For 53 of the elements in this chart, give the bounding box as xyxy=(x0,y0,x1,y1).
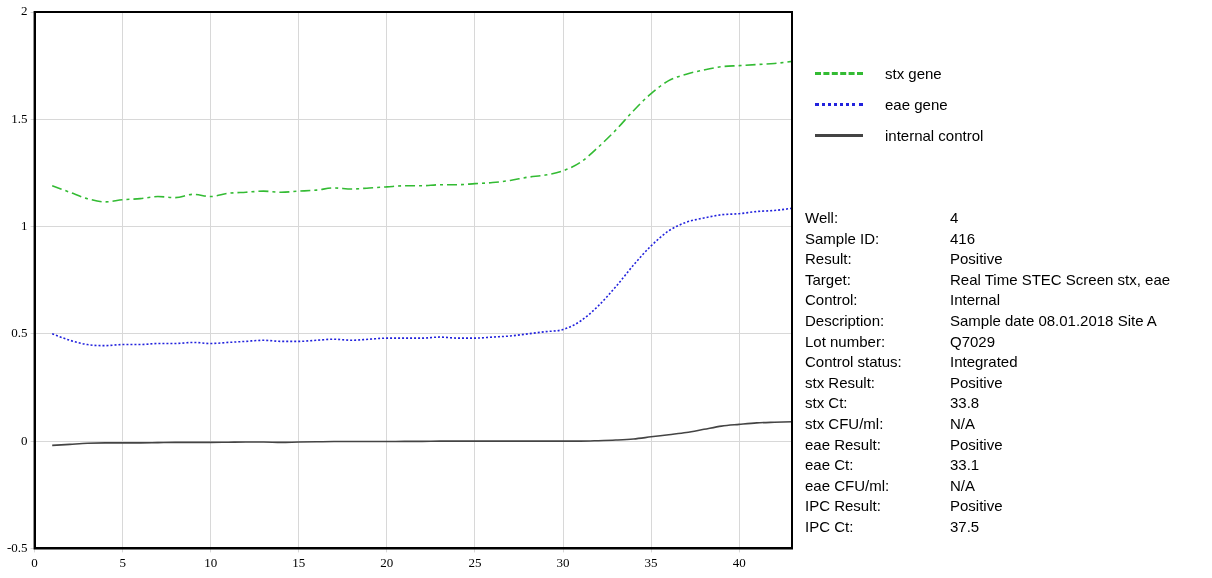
y-tick-label: 1.5 xyxy=(11,110,28,126)
text: Description: xyxy=(805,310,886,331)
x-tick-label: 40 xyxy=(732,554,746,570)
text: 4 xyxy=(950,208,960,228)
x-tick-label: 25 xyxy=(468,554,482,570)
text: IPC Result: xyxy=(805,496,882,517)
text: Integrated xyxy=(950,352,1019,373)
legend-label: internal control xyxy=(885,127,984,144)
line-series xyxy=(51,60,792,203)
text: stx Ct: xyxy=(805,393,849,414)
y-tick-label: 2 xyxy=(21,3,28,19)
text: Positive xyxy=(950,496,1004,517)
text: Real Time STEC Screen stx, eae xyxy=(950,269,1171,290)
text: Target: xyxy=(805,269,852,290)
line-series xyxy=(51,207,792,347)
x-tick-label: 15 xyxy=(292,554,306,570)
legend-label: eae gene xyxy=(885,96,948,113)
text: stx CFU/ml: xyxy=(805,413,885,434)
x-tick-label: 0 xyxy=(31,554,38,570)
text: N/A xyxy=(950,413,976,434)
x-tick-label: 30 xyxy=(556,554,570,570)
y-tick-label: -0.5 xyxy=(6,539,28,555)
text: IPC Ct: xyxy=(805,516,855,537)
text: Sample ID: xyxy=(805,228,881,249)
text: Well: xyxy=(805,208,840,228)
text: Positive xyxy=(950,434,1004,455)
text: 37.5 xyxy=(950,516,981,537)
text: Sample date 08.01.2018 Site A xyxy=(950,310,1158,331)
text: eae Ct: xyxy=(805,455,855,476)
text: N/A xyxy=(950,475,976,496)
text: 33.8 xyxy=(950,393,981,414)
text: Control status: xyxy=(805,352,903,373)
text: 33.1 xyxy=(950,455,981,476)
text: Internal xyxy=(950,290,1002,311)
text: eae Result: xyxy=(805,434,882,455)
y-tick-label: 1 xyxy=(21,217,28,233)
text: Result: xyxy=(805,249,853,270)
text: Positive xyxy=(950,249,1004,270)
x-tick-label: 35 xyxy=(644,554,658,570)
x-tick-label: 5 xyxy=(119,554,126,570)
text: Positive xyxy=(950,372,1004,393)
x-tick-label: 10 xyxy=(204,554,218,570)
y-tick-label: 0.5 xyxy=(11,325,28,341)
text: Control: xyxy=(805,290,859,311)
line-series xyxy=(51,421,792,447)
legend-label: stx gene xyxy=(885,65,942,82)
x-tick-label: 20 xyxy=(380,554,394,570)
y-tick-label: 0 xyxy=(21,432,28,448)
text: eae CFU/ml: xyxy=(805,475,891,496)
text: 416 xyxy=(950,228,977,249)
text: Lot number: xyxy=(805,331,887,352)
text: stx Result: xyxy=(805,372,877,393)
text: Q7029 xyxy=(950,331,997,352)
